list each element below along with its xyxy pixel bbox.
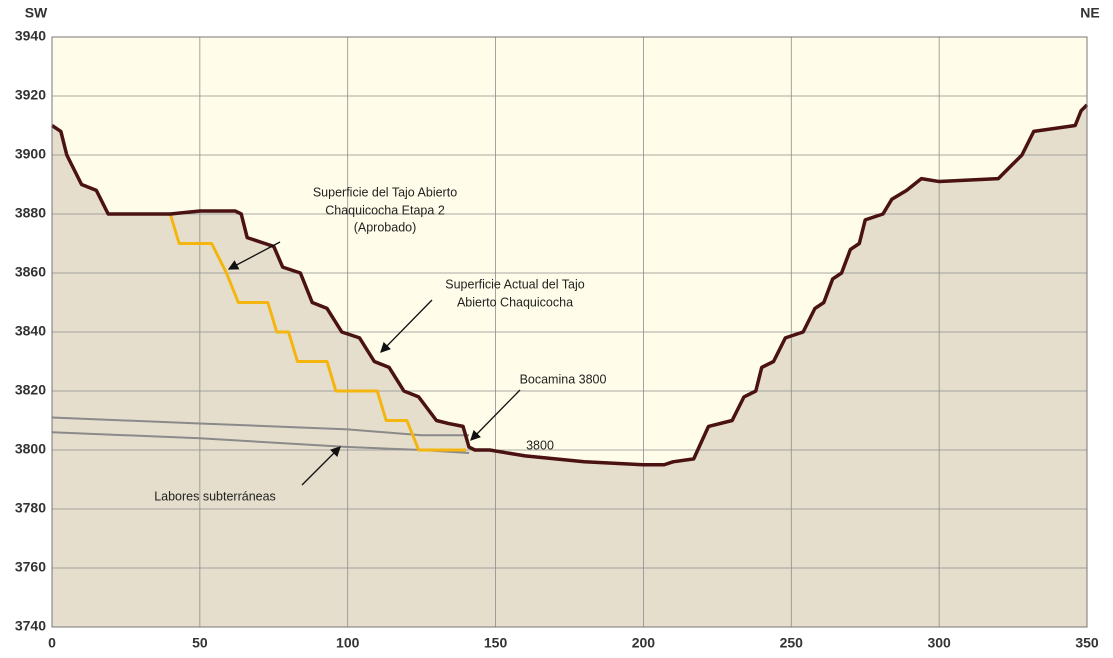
- corner-label: SW: [25, 5, 48, 21]
- x-tick-label: 300: [927, 635, 951, 651]
- annotation: Abierto Chaquicocha: [457, 295, 573, 309]
- annotation: Superficie Actual del Tajo: [445, 277, 584, 291]
- y-tick-label: 3860: [15, 264, 46, 280]
- arrow: [380, 299, 433, 353]
- y-tick-label: 3820: [15, 382, 46, 398]
- y-tick-label: 3920: [15, 87, 46, 103]
- ground-area: [52, 104, 1087, 628]
- y-tick-label: 3900: [15, 146, 46, 162]
- y-tick-label: 3760: [15, 559, 46, 575]
- x-tick-label: 50: [192, 635, 208, 651]
- arrow: [470, 389, 521, 441]
- annotation: Superficie del Tajo Abierto: [313, 185, 457, 199]
- annotation: (Aprobado): [354, 220, 417, 234]
- series-line: [51, 103, 1089, 467]
- corner-label: NE: [1080, 5, 1099, 21]
- annotations: Superficie del Tajo Abierto Chaquicocha …: [154, 185, 606, 503]
- y-tick-label: 3800: [15, 441, 46, 457]
- x-tick-label: 350: [1075, 635, 1099, 651]
- y-tick-label: 3880: [15, 205, 46, 221]
- y-tick-label: 3840: [15, 323, 46, 339]
- plot-area: [51, 36, 1089, 628]
- annotation: 3800: [526, 438, 554, 452]
- annotation: Chaquicocha Etapa 2: [325, 203, 445, 217]
- y-tick-label: 3740: [15, 618, 46, 634]
- arrow: [301, 446, 341, 486]
- y-tick-label: 3940: [15, 28, 46, 44]
- arrow: [227, 241, 281, 270]
- y-tick-label: 3780: [15, 500, 46, 516]
- x-tick-label: 150: [484, 635, 508, 651]
- series-line: [51, 416, 469, 437]
- series-line: [168, 213, 466, 452]
- plot-border: [51, 36, 1088, 628]
- x-tick-label: 200: [632, 635, 656, 651]
- x-tick-label: 250: [780, 635, 804, 651]
- x-tick-label: 100: [336, 635, 360, 651]
- annotation: Labores subterráneas: [154, 489, 276, 503]
- x-tick-label: 0: [48, 635, 56, 651]
- annotation: Bocamina 3800: [520, 372, 607, 386]
